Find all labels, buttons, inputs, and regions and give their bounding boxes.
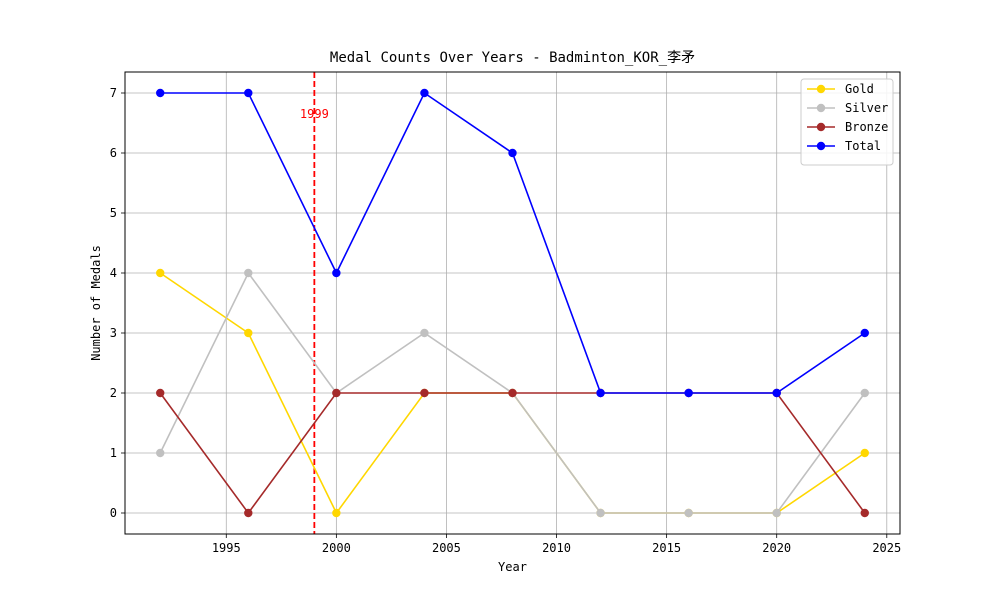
data-point-total: [508, 148, 517, 158]
x-tick-label: 2000: [322, 541, 351, 555]
annotations: 1999: [300, 72, 329, 534]
reference-vline-label: 1999: [300, 107, 329, 121]
data-point-bronze: [508, 388, 517, 398]
data-point-total: [860, 328, 869, 338]
data-point-gold: [244, 328, 253, 338]
legend-entry-silver: Silver: [807, 101, 888, 115]
data-point-silver: [420, 328, 429, 338]
y-tick-label: 2: [110, 386, 117, 400]
x-tick-label: 2015: [652, 541, 681, 555]
legend-label: Bronze: [845, 120, 888, 134]
data-point-total: [420, 88, 429, 98]
x-tick-label: 2020: [762, 541, 791, 555]
data-point-total: [596, 388, 605, 398]
y-tick-label: 6: [110, 146, 117, 160]
data-point-total: [244, 88, 253, 98]
series-lines: [156, 88, 869, 518]
data-point-bronze: [860, 508, 869, 518]
data-point-bronze: [332, 388, 341, 398]
y-tick-label: 7: [110, 86, 117, 100]
legend-entry-total: Total: [807, 139, 881, 153]
legend-label: Gold: [845, 82, 874, 96]
data-point-total: [772, 388, 781, 398]
data-point-total: [684, 388, 693, 398]
legend-entry-bronze: Bronze: [807, 120, 888, 134]
x-tick-label: 2010: [542, 541, 571, 555]
y-tick-label: 4: [110, 266, 117, 280]
data-point-bronze: [420, 388, 429, 398]
x-tick-label: 1995: [212, 541, 241, 555]
data-point-silver: [596, 508, 605, 518]
data-point-silver: [156, 448, 165, 458]
legend-entry-gold: Gold: [807, 82, 874, 96]
y-tick-label: 5: [110, 206, 117, 220]
legend-swatch-marker: [816, 84, 826, 94]
data-point-silver: [244, 268, 253, 278]
data-point-total: [156, 88, 165, 98]
x-tick-label: 2025: [872, 541, 901, 555]
data-point-gold: [156, 268, 165, 278]
plot-area: [125, 72, 900, 534]
data-point-bronze: [244, 508, 253, 518]
legend-swatch-marker: [816, 103, 826, 113]
legend-label: Total: [845, 139, 881, 153]
x-axis-title: Year: [498, 560, 527, 574]
data-point-total: [332, 268, 341, 278]
y-tick-label: 0: [110, 506, 117, 520]
legend-swatch-marker: [816, 141, 826, 151]
series-total: [156, 88, 869, 398]
data-point-silver: [772, 508, 781, 518]
x-axis-ticks: 1995 2000 2005 2010 2015 2020 2025: [212, 534, 901, 555]
data-point-silver: [684, 508, 693, 518]
legend: Gold Silver Bronze Total: [800, 78, 894, 166]
plot-frame: [124, 71, 901, 535]
legend-label: Silver: [845, 101, 888, 115]
data-point-gold: [860, 448, 869, 458]
data-point-bronze: [156, 388, 165, 398]
data-point-gold: [332, 508, 341, 518]
data-point-silver: [860, 388, 869, 398]
y-axis-ticks: 0 1 2 3 4 5 6 7: [110, 86, 125, 520]
y-axis-title: Number of Medals: [89, 245, 103, 361]
y-tick-label: 3: [110, 326, 117, 340]
x-tick-label: 2005: [432, 541, 461, 555]
y-tick-label: 1: [110, 446, 117, 460]
chart-title: Medal Counts Over Years - Badminton_KOR_…: [330, 50, 695, 66]
legend-swatch-marker: [816, 122, 826, 132]
